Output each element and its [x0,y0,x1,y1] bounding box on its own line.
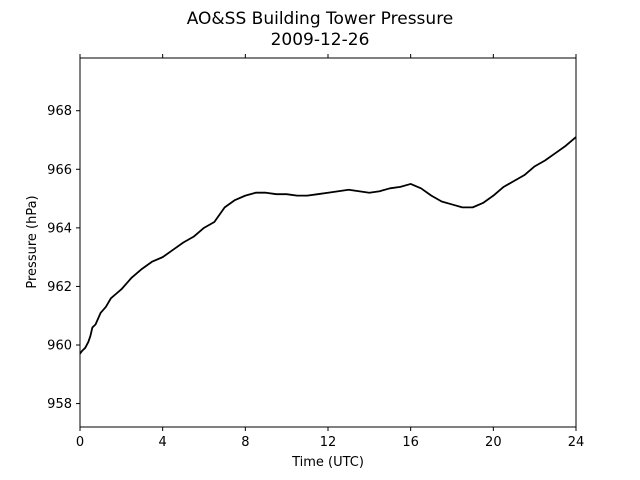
x-tick-label: 20 [485,435,502,450]
chart-title: AO&SS Building Tower Pressure [187,9,454,29]
y-tick-label: 964 [47,221,72,236]
y-tick-label: 962 [47,280,72,295]
x-axis-label: Time (UTC) [291,455,364,470]
x-tick-label: 16 [402,435,419,450]
y-tick-label: 968 [47,104,72,119]
y-axis-label: Pressure (hPa) [25,195,40,288]
y-axis-ticks: 958 960 962 964 966 968 [47,104,80,412]
x-tick-label: 12 [320,435,337,450]
y-tick-label: 966 [47,163,72,178]
pressure-series-line [79,136,577,355]
y-tick-label: 960 [47,339,72,354]
x-tick-label: 0 [76,435,84,450]
x-tick-label: 24 [568,435,585,450]
x-tick-label: 4 [159,435,167,450]
y-tick-label: 958 [47,397,72,412]
chart-subtitle: 2009-12-26 [271,30,370,50]
x-axis-ticks: 0 4 8 12 16 20 24 [76,54,584,450]
x-tick-label: 8 [241,435,249,450]
plot-area [79,57,577,428]
